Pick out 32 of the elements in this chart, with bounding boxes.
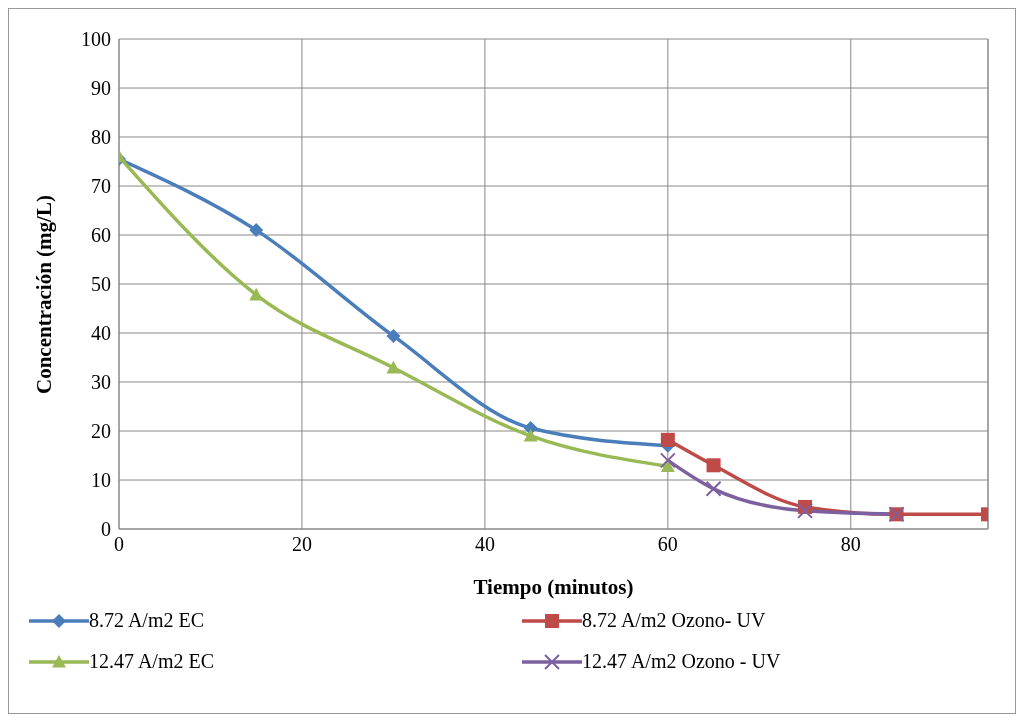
y-tick-label: 60	[91, 224, 111, 247]
y-axis-title: Concentración (mg/L)	[32, 195, 57, 394]
y-tick-label: 20	[91, 420, 111, 443]
x-axis-title: Tiempo (minutos)	[473, 575, 634, 599]
y-tick-label: 100	[81, 28, 111, 51]
x-tick-label: 60	[657, 533, 678, 556]
point	[659, 452, 676, 469]
legend-label: 8.72 A/m2 EC	[89, 609, 205, 632]
y-tick-label: 0	[101, 518, 111, 541]
legend-label: 12.47 A/m2 Ozono - UV	[582, 650, 781, 673]
point	[706, 458, 721, 473]
point	[660, 459, 675, 472]
y-tick-label: 90	[91, 77, 111, 100]
y-tick-label: 70	[91, 175, 111, 198]
point	[705, 480, 722, 497]
point	[660, 432, 675, 447]
legend-label: 8.72 A/m2 Ozono- UV	[582, 609, 766, 632]
point	[386, 360, 401, 374]
point	[797, 502, 814, 519]
y-tick-label: 10	[91, 469, 111, 492]
x-tick-label: 40	[474, 533, 495, 556]
x-tick-label: 80	[840, 533, 861, 556]
point	[523, 428, 538, 442]
legend-label: 12.47 A/m2 EC	[89, 650, 215, 673]
y-tick-label: 30	[91, 371, 111, 394]
y-tick-label: 40	[91, 322, 111, 345]
point	[249, 223, 264, 238]
y-tick-label: 80	[91, 126, 111, 149]
x-tick-label: 20	[291, 533, 312, 556]
point	[249, 287, 264, 301]
y-tick-label: 50	[91, 273, 111, 296]
point	[386, 328, 401, 343]
